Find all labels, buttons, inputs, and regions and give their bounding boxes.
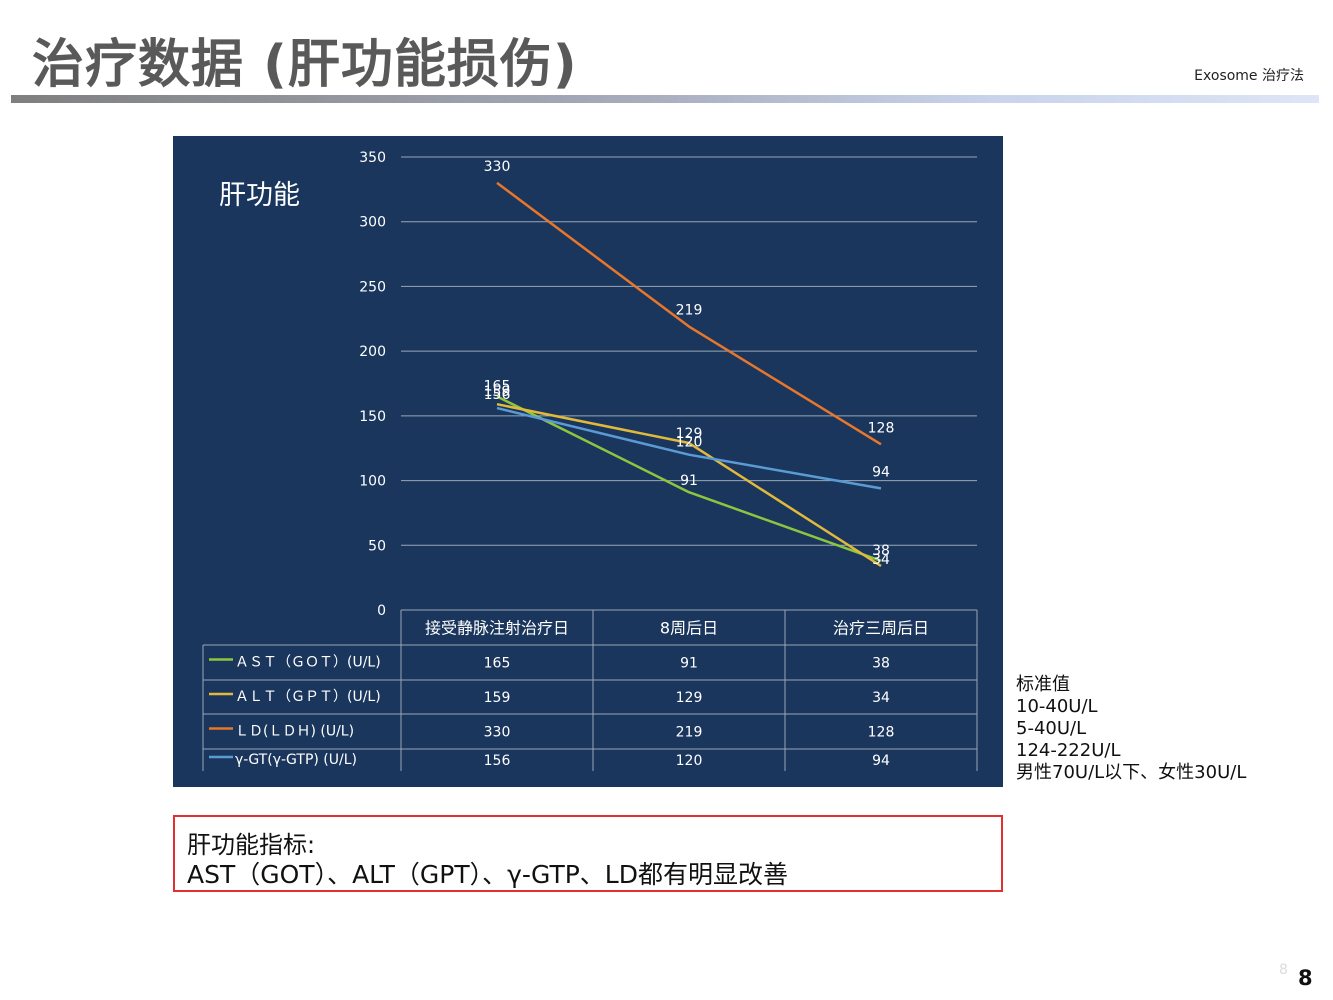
data-label-s1-1: 165 bbox=[484, 378, 511, 394]
standard-value-ast: 10-40U/L bbox=[1016, 696, 1098, 717]
table-header-1: 接受静脉注射治疗日 bbox=[425, 619, 569, 638]
table-cell-s2-1: 159 bbox=[484, 690, 511, 706]
data-label-s4-3: 94 bbox=[872, 464, 890, 480]
page-number: 8 bbox=[1298, 966, 1313, 990]
data-label-s2-3: 34 bbox=[872, 552, 890, 568]
title-divider bbox=[11, 95, 1319, 103]
table-cell-s3-1: 330 bbox=[484, 725, 511, 741]
data-label-s3-2: 219 bbox=[676, 303, 703, 319]
series-line-2 bbox=[496, 402, 882, 568]
data-label-s3-1: 330 bbox=[484, 159, 511, 175]
slide-title: 治疗数据 (肝功能损伤) bbox=[32, 35, 578, 95]
data-label-s3-3: 128 bbox=[868, 420, 895, 436]
legend-label-2: ＡＬＴ（ＧＰＴ）(U/L) bbox=[235, 689, 381, 705]
chart-title: 肝功能 bbox=[219, 180, 300, 211]
standard-values: 标准值 10-40U/L 5-40U/L 124-222U/L 男性70U/L以… bbox=[1016, 674, 1246, 784]
table-header-3: 治疗三周后日 bbox=[833, 619, 929, 638]
table-cell-s3-2: 219 bbox=[676, 725, 703, 741]
page-number-ghost: 8 bbox=[1279, 962, 1288, 978]
standard-value-ld: 124-222U/L bbox=[1016, 740, 1121, 761]
brand-label: Exosome 治疗法 bbox=[1194, 68, 1304, 84]
data-label-s1-2: 91 bbox=[680, 473, 698, 489]
series-line-1 bbox=[496, 395, 882, 562]
chart-svg: 肝功能0501001502002503003501659138159129343… bbox=[202, 150, 978, 771]
y-tick-label-350: 350 bbox=[359, 150, 386, 166]
y-tick-label-0: 0 bbox=[377, 603, 386, 619]
standard-value-alt: 5-40U/L bbox=[1016, 718, 1087, 739]
liver-function-chart: 肝功能 0 50 100 150 200 250 300 350 165 91 38 159 129 34 3… bbox=[173, 136, 1003, 787]
summary-note: 肝功能指标: AST（GOT）、ALT（GPT）、γ-GTP、LD都有明显改善 bbox=[173, 815, 1003, 892]
series-line-4 bbox=[496, 406, 882, 490]
legend-label-4: γ-GT(γ-GTP) (U/L) bbox=[235, 752, 357, 768]
table-cell-s4-2: 120 bbox=[676, 753, 703, 769]
table-cell-s3-3: 128 bbox=[868, 725, 895, 741]
table-cell-s4-3: 94 bbox=[872, 753, 890, 769]
legend-label-1: ＡＳＴ（ＧＯＴ）(U/L) bbox=[235, 655, 381, 671]
table-header-2: 8周后日 bbox=[660, 619, 718, 638]
table-cell-s1-3: 38 bbox=[872, 656, 890, 672]
standard-values-heading: 标准值 bbox=[1016, 674, 1070, 695]
table-cell-s1-1: 165 bbox=[484, 656, 511, 672]
table-cell-s1-2: 91 bbox=[680, 656, 698, 672]
y-tick-label-50: 50 bbox=[368, 538, 386, 554]
table-cell-s2-3: 34 bbox=[872, 690, 890, 706]
legend-label-3: ＬＤ(ＬＤＨ) (U/L) bbox=[235, 724, 354, 740]
table-cell-s4-1: 156 bbox=[484, 753, 511, 769]
y-tick-label-100: 100 bbox=[359, 474, 386, 490]
y-tick-label-150: 150 bbox=[359, 409, 386, 425]
y-tick-label-300: 300 bbox=[359, 215, 386, 231]
series-line-3 bbox=[496, 181, 882, 446]
y-tick-label-250: 250 bbox=[359, 279, 386, 295]
standard-value-ggt: 男性70U/L以下、女性30U/L bbox=[1016, 762, 1247, 783]
y-tick-label-200: 200 bbox=[359, 344, 386, 360]
data-label-s2-1: 159 bbox=[484, 384, 511, 400]
data-label-s4-1: 156 bbox=[484, 387, 511, 403]
summary-note-text: AST（GOT）、ALT（GPT）、γ-GTP、LD都有明显改善 bbox=[187, 860, 788, 889]
data-label-s2-2: 129 bbox=[676, 426, 703, 442]
summary-note-heading: 肝功能指标: bbox=[187, 831, 316, 859]
table-cell-s2-2: 129 bbox=[676, 690, 703, 706]
data-label-s1-3: 38 bbox=[872, 543, 890, 559]
data-label-s4-2: 120 bbox=[676, 435, 703, 451]
